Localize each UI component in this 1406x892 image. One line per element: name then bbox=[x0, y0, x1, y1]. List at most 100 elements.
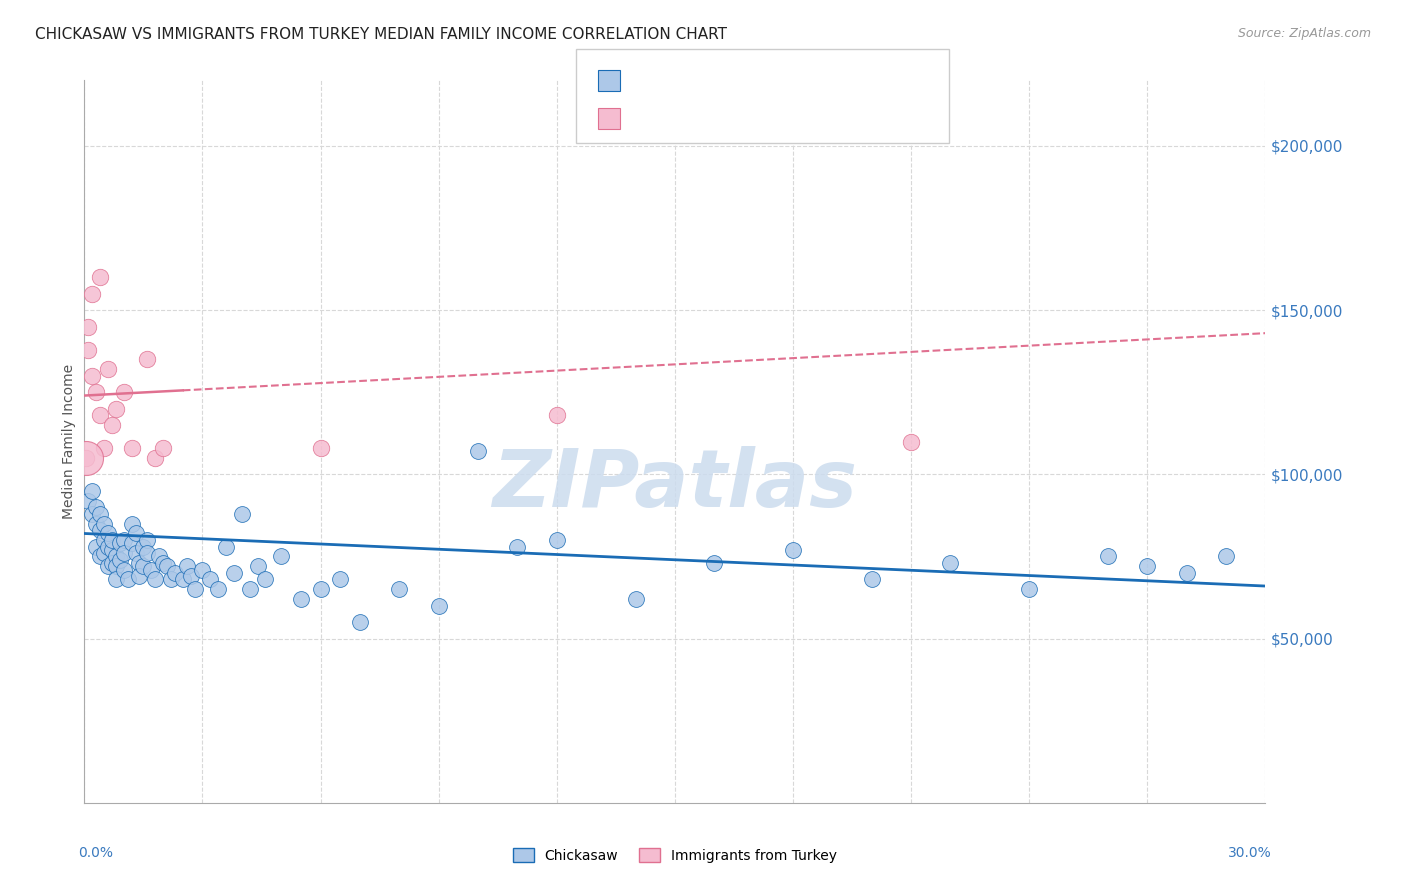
Y-axis label: Median Family Income: Median Family Income bbox=[62, 364, 76, 519]
Point bbox=[191, 563, 214, 577]
Point bbox=[163, 566, 186, 580]
Point bbox=[108, 536, 131, 550]
Point bbox=[82, 286, 104, 301]
Point bbox=[112, 546, 135, 560]
Point bbox=[93, 441, 115, 455]
Point bbox=[329, 573, 352, 587]
Point bbox=[160, 573, 183, 587]
Point bbox=[222, 566, 245, 580]
Point bbox=[101, 542, 124, 557]
Text: R =: R = bbox=[630, 73, 664, 87]
Point bbox=[128, 556, 150, 570]
Text: 30.0%: 30.0% bbox=[1227, 847, 1271, 860]
Point bbox=[124, 526, 146, 541]
Point bbox=[75, 450, 97, 465]
Text: 20: 20 bbox=[782, 110, 804, 128]
Point bbox=[82, 483, 104, 498]
Text: -0.252: -0.252 bbox=[668, 71, 727, 89]
Point bbox=[136, 352, 159, 367]
Point bbox=[93, 533, 115, 547]
Point bbox=[782, 542, 804, 557]
Text: N =: N = bbox=[745, 112, 779, 126]
Point bbox=[939, 556, 962, 570]
Point bbox=[124, 546, 146, 560]
Point bbox=[1175, 566, 1198, 580]
Point bbox=[1018, 582, 1040, 597]
Point bbox=[141, 563, 163, 577]
Point bbox=[112, 563, 135, 577]
Text: R =: R = bbox=[630, 112, 664, 126]
Text: CHICKASAW VS IMMIGRANTS FROM TURKEY MEDIAN FAMILY INCOME CORRELATION CHART: CHICKASAW VS IMMIGRANTS FROM TURKEY MEDI… bbox=[35, 27, 727, 42]
Point bbox=[112, 385, 135, 400]
Point bbox=[97, 362, 120, 376]
Point bbox=[84, 540, 107, 554]
Point bbox=[427, 599, 450, 613]
Point bbox=[152, 441, 174, 455]
Point bbox=[82, 507, 104, 521]
Point bbox=[703, 556, 725, 570]
Point bbox=[215, 540, 238, 554]
Point bbox=[290, 592, 312, 607]
Point bbox=[84, 516, 107, 531]
Point bbox=[77, 319, 100, 334]
Point bbox=[136, 533, 159, 547]
Point bbox=[93, 516, 115, 531]
Point bbox=[900, 434, 922, 449]
Point bbox=[93, 546, 115, 560]
Point bbox=[254, 573, 277, 587]
Point bbox=[101, 556, 124, 570]
Point bbox=[309, 441, 332, 455]
Text: N =: N = bbox=[745, 73, 779, 87]
Point bbox=[1136, 559, 1159, 574]
Point bbox=[101, 533, 124, 547]
Point bbox=[89, 549, 111, 564]
Point bbox=[77, 493, 100, 508]
Point bbox=[121, 536, 143, 550]
Point bbox=[207, 582, 229, 597]
Point bbox=[132, 559, 155, 574]
Point bbox=[101, 418, 124, 433]
Point bbox=[152, 556, 174, 570]
Point bbox=[200, 573, 222, 587]
Point bbox=[183, 582, 205, 597]
Point bbox=[624, 592, 647, 607]
Point bbox=[112, 533, 135, 547]
Point bbox=[84, 385, 107, 400]
Point bbox=[180, 569, 202, 583]
Point bbox=[349, 615, 371, 630]
Point bbox=[176, 559, 198, 574]
Point bbox=[117, 573, 139, 587]
Point bbox=[89, 270, 111, 285]
Point bbox=[97, 526, 120, 541]
Point bbox=[104, 549, 127, 564]
Point bbox=[97, 559, 120, 574]
Point bbox=[1097, 549, 1119, 564]
Legend: Chickasaw, Immigrants from Turkey: Chickasaw, Immigrants from Turkey bbox=[508, 842, 842, 868]
Text: ZIPatlas: ZIPatlas bbox=[492, 446, 858, 524]
Point bbox=[97, 540, 120, 554]
Point bbox=[546, 533, 568, 547]
Point bbox=[121, 441, 143, 455]
Point bbox=[148, 549, 170, 564]
Text: Source: ZipAtlas.com: Source: ZipAtlas.com bbox=[1237, 27, 1371, 40]
Text: 0.037: 0.037 bbox=[668, 110, 720, 128]
Point bbox=[156, 559, 179, 574]
Point bbox=[108, 553, 131, 567]
Point bbox=[309, 582, 332, 597]
Point bbox=[121, 516, 143, 531]
Point bbox=[77, 343, 100, 357]
Point bbox=[132, 540, 155, 554]
Point bbox=[128, 569, 150, 583]
Point bbox=[506, 540, 529, 554]
Point bbox=[246, 559, 269, 574]
Point bbox=[143, 450, 166, 465]
Point bbox=[231, 507, 253, 521]
Point bbox=[239, 582, 262, 597]
Point bbox=[860, 573, 883, 587]
Point bbox=[1215, 549, 1237, 564]
Point bbox=[82, 368, 104, 383]
Point bbox=[388, 582, 411, 597]
Point bbox=[84, 500, 107, 515]
Point bbox=[104, 573, 127, 587]
Text: 77: 77 bbox=[782, 71, 806, 89]
